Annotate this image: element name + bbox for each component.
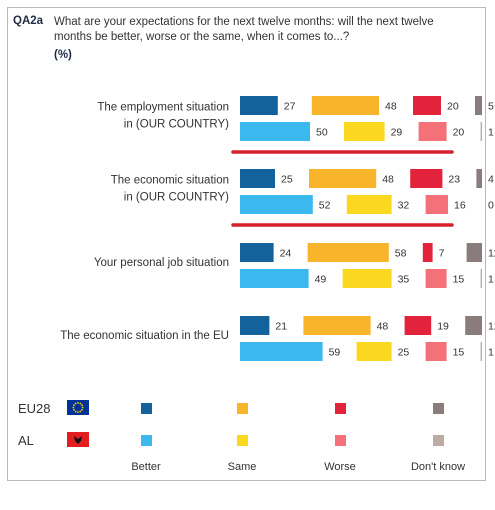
bar-better-eu28 [240,243,274,262]
bar-dont-know-al [480,269,482,288]
category-label: The employment situation [97,102,229,114]
value-label: 16 [454,200,466,212]
albania-flag-icon [67,432,89,447]
category-label: Your personal job situation [94,257,229,269]
value-label: 19 [437,321,449,333]
category-label: The economic situation in the EU [60,330,229,342]
legend-label-better: Better [131,461,161,473]
bar-same-eu28 [311,96,379,115]
eu-flag-icon [67,400,89,415]
bar-worse-eu28 [404,316,432,335]
value-label: 58 [395,248,407,260]
value-label: 25 [398,347,410,359]
bar-same-eu28 [303,316,371,335]
bar-worse-eu28 [422,243,433,262]
bar-better-al [240,122,310,141]
value-label: 1 [488,347,494,359]
bar-worse-al [425,269,447,288]
value-label: 4 [488,174,494,186]
value-label: 1 [488,127,494,139]
category-label: The economic situation [111,175,229,187]
legend-label-dont-know: Don't know [411,461,465,473]
value-label: 52 [319,200,331,212]
value-label: 12 [488,321,495,333]
legend-group: EU28 AL Better Same Worse Don't know [18,400,465,473]
legend-code-eu28: EU28 [18,401,51,416]
bar-same-eu28 [309,169,377,188]
bar-better-eu28 [240,169,275,188]
bar-same-eu28 [307,243,389,262]
bar-dont-know-al [480,122,482,141]
bars-group: The employment situation in (OUR COUNTRY)… [60,96,495,361]
bar-better-al [240,195,313,214]
value-label: 24 [280,248,292,260]
legend-label-same: Same [228,461,257,473]
bar-worse-al [425,195,448,214]
question-id: QA2a [13,15,44,27]
value-label: 27 [284,101,296,113]
bar-same-al [344,122,385,141]
category-label: in (OUR COUNTRY) [124,192,229,204]
bar-same-al [346,195,392,214]
bar-dont-know-eu28 [476,169,482,188]
legend-swatch-dont-know-eu28 [433,403,444,414]
bar-worse-al [425,342,447,361]
value-label: 21 [275,321,287,333]
legend-swatch-same-eu28 [237,403,248,414]
bar-better-al [240,342,323,361]
bar-dont-know-eu28 [475,96,482,115]
bar-same-al [356,342,392,361]
question-text: What are your expectations for the next … [54,16,434,43]
bar-better-eu28 [240,316,270,335]
legend-swatch-same-al [237,435,248,446]
legend-swatch-better-al [141,435,152,446]
value-label: 48 [385,101,397,113]
unit-label: (%) [54,49,72,61]
bar-dont-know-al [480,342,482,361]
value-label: 0 [488,200,494,212]
bar-dont-know-eu28 [466,243,482,262]
bar-worse-al [418,122,447,141]
legend-swatch-dont-know-al [433,435,444,446]
value-label: 29 [391,127,403,139]
value-label: 48 [377,321,389,333]
category-label: in (OUR COUNTRY) [124,119,229,131]
value-label: 20 [453,127,465,139]
legend-swatch-better-eu28 [141,403,152,414]
bar-better-eu28 [240,96,278,115]
value-label: 15 [453,347,465,359]
value-label: 32 [398,200,410,212]
value-label: 48 [382,174,394,186]
legend-swatch-worse-eu28 [335,403,346,414]
value-label: 5 [488,101,494,113]
chart-frame [7,7,486,481]
legend-swatch-worse-al [335,435,346,446]
bar-worse-eu28 [410,169,443,188]
bar-better-al [240,269,309,288]
bar-worse-eu28 [413,96,441,115]
value-label: 1 [488,274,494,286]
value-label: 50 [316,127,328,139]
value-label: 20 [447,101,459,113]
bar-dont-know-eu28 [465,316,482,335]
value-label: 35 [398,274,410,286]
value-label: 7 [439,248,445,260]
value-label: 23 [448,174,460,186]
value-label: 11 [488,248,495,260]
value-label: 25 [281,174,293,186]
value-label: 15 [453,274,465,286]
legend-label-worse: Worse [324,461,356,473]
value-label: 59 [329,347,341,359]
value-label: 49 [315,274,327,286]
bar-same-al [342,269,392,288]
legend-code-al: AL [18,433,34,448]
